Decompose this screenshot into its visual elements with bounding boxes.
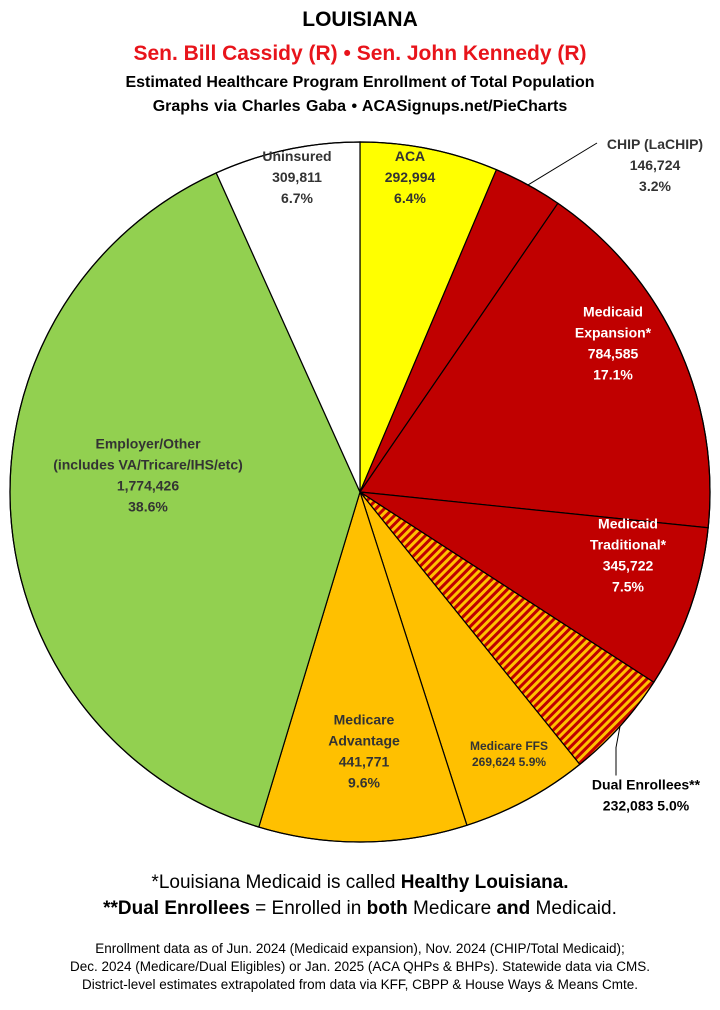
slice-label-line: 784,585 — [588, 346, 639, 362]
slice-label-line: ACA — [395, 148, 425, 164]
slice-label-line: 232,083 5.0% — [603, 798, 690, 814]
slice-label-line: (includes VA/Tricare/IHS/etc) — [53, 457, 243, 473]
source-line-1: Enrollment data as of Jun. 2024 (Medicai… — [95, 941, 625, 956]
slice-label-line: 3.2% — [639, 178, 671, 194]
slice-label-line: Uninsured — [262, 148, 331, 164]
slice-label-line: Employer/Other — [95, 436, 201, 452]
slice-label-line: 6.7% — [281, 190, 313, 206]
slice-label-line: 38.6% — [128, 499, 168, 515]
slice-label-medicaid-traditional: Medicaid Traditional* 345,722 7.5% — [590, 516, 667, 595]
slice-label-line: CHIP (LaCHIP) — [607, 136, 703, 152]
chart-credit: Graphs via Charles Gaba • ACASignups.net… — [152, 98, 568, 115]
chart-subtitle: Estimated Healthcare Program Enrollment … — [125, 74, 595, 91]
slice-label-employer-other: Employer/Other (includes VA/Tricare/IHS/e… — [53, 436, 243, 515]
source-line-3: District-level estimates extrapolated fr… — [82, 977, 638, 992]
slice-label-dual-enrollees: Dual Enrollees** 232,083 5.0% — [592, 777, 701, 814]
slice-label-line: 17.1% — [593, 367, 633, 383]
footnote-healthy-louisiana: *Louisiana Medicaid is called Healthy Lo… — [0, 872, 720, 894]
slice-label-line: 9.6% — [348, 775, 380, 791]
footnote-2-bold-c: and — [496, 898, 531, 919]
slice-label-line: Expansion* — [575, 325, 652, 341]
footnote-2-bold-a: **Dual Enrollees — [103, 898, 250, 919]
slice-label-uninsured: Uninsured 309,811 6.7% — [262, 148, 331, 206]
slice-label-line: 7.5% — [612, 579, 644, 595]
slice-label-aca: ACA 292,994 6.4% — [385, 148, 436, 206]
slice-label-line: 1,774,426 — [117, 478, 179, 494]
slice-label-line: 292,994 — [385, 169, 436, 185]
slice-label-line: 146,724 — [630, 157, 681, 173]
slice-label-line: Medicare FFS — [470, 739, 548, 753]
pie-outline — [9, 141, 711, 843]
pie-chart: ACA 292,994 6.4% CHIP (LaCHIP) 146,724 3.2% Me… — [9, 136, 711, 843]
footnote-1-text: *Louisiana Medicaid is called — [151, 872, 401, 893]
slice-label-medicaid-expansion: Medicaid Expansion* 784,585 17.1% — [575, 304, 652, 383]
footnote-2-bold-b: both — [366, 898, 408, 919]
slice-label-line: Medicare — [334, 712, 395, 728]
leader-line-dual-enrollees — [615, 726, 621, 776]
slice-label-line: 309,811 — [272, 169, 322, 185]
leader-line-chip — [527, 142, 598, 186]
slice-label-line: Medicaid — [598, 516, 658, 532]
slice-label-medicare-advantage: Medicare Advantage 441,771 9.6% — [328, 712, 400, 791]
source-note: Enrollment data as of Jun. 2024 (Medicai… — [0, 940, 720, 994]
footnote-2-text-c: Medicaid. — [530, 898, 617, 919]
senators-line: Sen. Bill Cassidy (R) • Sen. John Kenned… — [133, 42, 587, 65]
slice-label-line: 345,722 — [603, 558, 654, 574]
footnote-2-text-b: Medicare — [407, 898, 497, 919]
slice-label-medicare-ffs: Medicare FFS 269,624 5.9% — [470, 739, 548, 769]
slice-label-line: Advantage — [328, 733, 400, 749]
footnote-dual-enrollees: **Dual Enrollees = Enrolled in both Medi… — [0, 898, 720, 920]
slice-label-line: Medicaid — [583, 304, 643, 320]
chart-title: LOUISIANA — [302, 8, 418, 31]
slice-label-line: Dual Enrollees** — [592, 777, 701, 793]
slice-label-line: 441,771 — [339, 754, 390, 770]
footnote-1-bold: Healthy Louisiana. — [400, 872, 569, 893]
footnote-2-text-a: = Enrolled in — [249, 898, 367, 919]
slice-label-chip: CHIP (LaCHIP) 146,724 3.2% — [607, 136, 703, 194]
slice-label-line: 6.4% — [394, 190, 426, 206]
source-line-2: Dec. 2024 (Medicare/Dual Eligibles) or J… — [70, 959, 650, 974]
slice-label-line: 269,624 5.9% — [472, 755, 546, 769]
slice-label-line: Traditional* — [590, 537, 667, 553]
